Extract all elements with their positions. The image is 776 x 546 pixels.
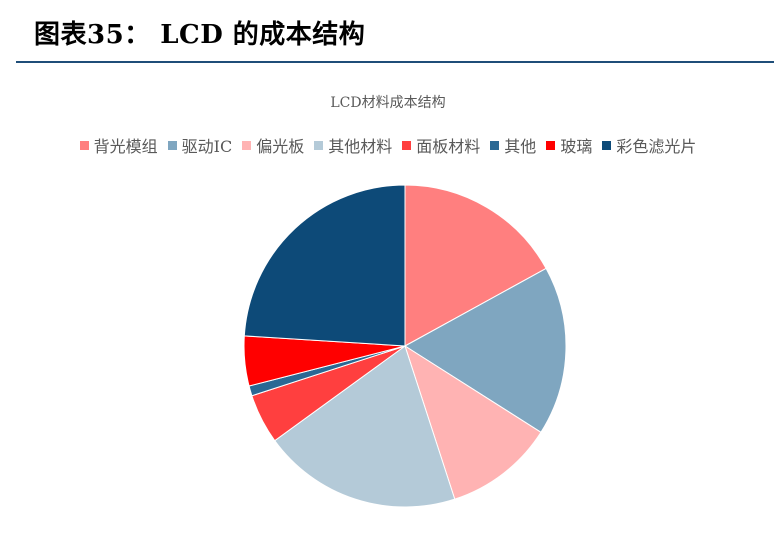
chart-legend: 背光模组 驱动IC 偏光板 其他材料 面板材料 其他 玻璃 彩色滤光片: [0, 133, 776, 157]
chart-title: LCD材料成本结构: [330, 95, 446, 111]
legend-label: 驱动IC: [181, 137, 233, 156]
legend-item: 彩色滤光片: [602, 133, 696, 157]
legend-item: 背光模组: [79, 133, 158, 157]
legend-label: 偏光板: [256, 137, 305, 156]
legend-label: 玻璃: [560, 137, 593, 156]
legend-item: 玻璃: [546, 133, 592, 157]
legend-swatch: [546, 140, 556, 150]
title-divider: [16, 61, 774, 63]
legend-label: 面板材料: [416, 137, 481, 156]
legend-swatch: [79, 140, 89, 150]
legend-swatch: [602, 140, 612, 150]
legend-item: 驱动IC: [167, 133, 233, 157]
legend-swatch: [490, 140, 500, 150]
pie-slice: [404, 344, 542, 500]
legend-item: 面板材料: [402, 133, 480, 157]
legend-swatch: [314, 140, 324, 150]
pie-slice: [404, 267, 567, 433]
legend-label: 其他: [504, 137, 537, 156]
legend-label: 背光模组: [93, 137, 158, 156]
legend-label: 彩色滤光片: [616, 137, 697, 156]
legend-swatch: [402, 140, 412, 150]
pie-slice: [243, 184, 406, 347]
legend-item: 偏光板: [242, 133, 304, 157]
legend-label: 其他材料: [328, 137, 393, 156]
figure-title: 图表35： LCD 的成本结构: [34, 20, 366, 50]
pie-slice: [404, 184, 547, 347]
pie-slice: [274, 345, 456, 508]
legend-item: 其他材料: [314, 133, 392, 157]
legend-swatch: [167, 140, 177, 150]
legend-swatch: [242, 140, 252, 150]
legend-item: 其他: [490, 133, 536, 157]
